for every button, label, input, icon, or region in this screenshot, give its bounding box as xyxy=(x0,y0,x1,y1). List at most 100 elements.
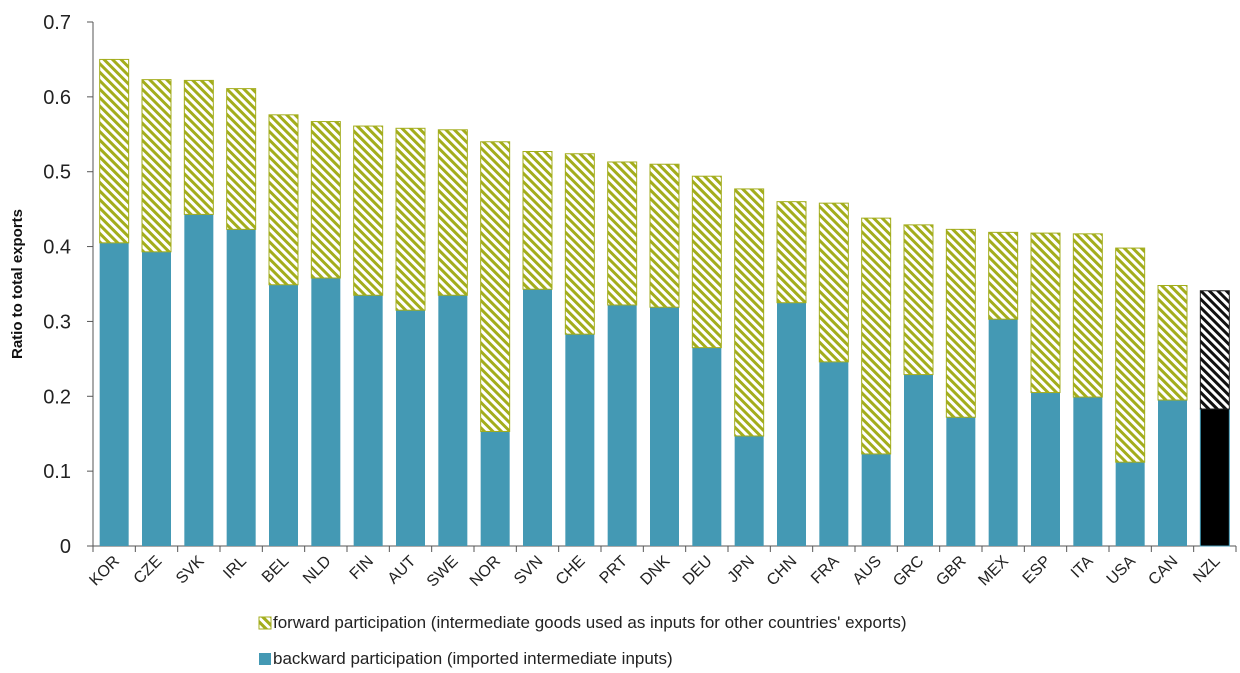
bar-backward-nld xyxy=(311,278,341,546)
bar-forward-nor xyxy=(480,141,511,432)
y-tick-label: 0.2 xyxy=(43,386,71,408)
bar-forward-fra xyxy=(818,202,849,363)
bar-forward-fin xyxy=(353,125,384,296)
x-tick-label-can: CAN xyxy=(1145,553,1181,589)
bar-backward-bel xyxy=(269,284,298,546)
bars xyxy=(99,58,1230,547)
bar-forward-grc xyxy=(903,224,934,376)
bar-backward-dnk xyxy=(650,307,679,546)
bar-backward-fin xyxy=(353,295,383,546)
y-axis-label: Ratio to total exports xyxy=(9,209,26,359)
bar-forward-kor xyxy=(99,58,130,244)
legend: forward participation (intermediate good… xyxy=(258,613,907,668)
x-tick-label-aut: AUT xyxy=(385,553,420,588)
bar-backward-svk xyxy=(184,214,214,546)
bar-forward-che xyxy=(564,153,595,335)
bar-backward-aus xyxy=(861,453,891,546)
bar-forward-gbr xyxy=(945,228,976,418)
bar-forward-chn xyxy=(776,201,807,304)
bar-backward-cze xyxy=(142,251,171,546)
bar-forward-swe xyxy=(437,129,468,296)
legend-label-forward: forward participation (intermediate good… xyxy=(273,613,907,632)
bar-backward-can xyxy=(1158,400,1187,546)
x-tick-label-swe: SWE xyxy=(424,553,462,591)
bar-forward-can xyxy=(1157,284,1188,401)
bar-backward-swe xyxy=(438,295,468,546)
bar-backward-svn xyxy=(523,289,552,546)
x-tick-label-jpn: JPN xyxy=(725,553,758,586)
y-tick-label: 0.7 xyxy=(43,12,71,34)
y-tick-label: 0.3 xyxy=(43,311,71,333)
bar-backward-aut xyxy=(396,310,425,546)
x-tick-label-cze: CZE xyxy=(131,553,166,588)
bar-backward-fra xyxy=(819,361,849,546)
x-tick-label-che: CHE xyxy=(553,553,589,589)
legend-swatch-backward xyxy=(259,653,271,665)
bar-forward-usa xyxy=(1115,247,1146,463)
bar-backward-gbr xyxy=(946,417,976,546)
bar-backward-jpn xyxy=(734,435,764,546)
x-tick-label-prt: PRT xyxy=(597,553,632,588)
x-tick-label-nzl: NZL xyxy=(1190,553,1223,586)
x-tick-label-chn: CHN xyxy=(764,553,801,590)
bar-forward-ita xyxy=(1072,233,1103,398)
x-tick-label-mex: MEX xyxy=(975,553,1012,590)
bar-backward-grc xyxy=(904,374,933,546)
x-tick-label-nld: NLD xyxy=(300,553,335,588)
legend-label-backward: backward participation (imported interme… xyxy=(273,649,673,668)
bar-backward-ita xyxy=(1073,397,1103,546)
x-tick-label-ita: ITA xyxy=(1068,553,1097,582)
bar-forward-prt xyxy=(607,161,638,306)
bar-backward-mex xyxy=(988,319,1018,546)
bar-backward-irl xyxy=(226,229,256,546)
bar-forward-mex xyxy=(988,231,1019,320)
x-tick-label-usa: USA xyxy=(1104,553,1140,589)
bar-forward-nzl xyxy=(1199,290,1230,410)
bar-forward-jpn xyxy=(734,188,765,437)
y-tick-label: 0 xyxy=(60,536,71,558)
x-axis xyxy=(92,545,1237,552)
y-tick-label: 0.1 xyxy=(43,461,71,483)
x-tick-label-deu: DEU xyxy=(680,553,716,589)
bar-backward-chn xyxy=(777,302,806,546)
x-tick-label-aus: AUS xyxy=(850,553,885,588)
x-tick-label-svk: SVK xyxy=(173,553,208,588)
bar-backward-prt xyxy=(607,304,637,546)
bar-forward-svk xyxy=(183,79,214,215)
y-axis: 0 0.1 0.2 0.3 0.4 0.5 0.6 0.7 xyxy=(43,12,94,558)
bar-forward-irl xyxy=(226,88,257,230)
legend-swatch-forward xyxy=(258,616,272,630)
bar-forward-dnk xyxy=(649,163,680,308)
bar-forward-aut xyxy=(395,127,426,311)
x-tick-label-dnk: DNK xyxy=(637,553,673,589)
y-tick-label: 0.4 xyxy=(43,237,71,259)
bar-backward-kor xyxy=(99,242,129,547)
x-tick-label-irl: IRL xyxy=(220,553,250,583)
x-tick-label-fin: FIN xyxy=(347,553,377,583)
bar-forward-aus xyxy=(861,217,892,455)
x-tick-label-bel: BEL xyxy=(259,553,292,586)
bar-forward-svn xyxy=(522,151,553,290)
x-tick-label-fra: FRA xyxy=(808,553,843,588)
x-tick-label-esp: ESP xyxy=(1020,553,1055,588)
x-tick-label-svn: SVN xyxy=(511,553,546,588)
x-tick-label-grc: GRC xyxy=(890,553,927,590)
x-tick-label-nor: NOR xyxy=(467,553,504,590)
bar-forward-cze xyxy=(141,79,172,253)
bar-forward-deu xyxy=(691,175,722,349)
bar-forward-esp xyxy=(1030,232,1061,394)
bar-backward-deu xyxy=(692,347,722,546)
bar-forward-bel xyxy=(268,114,299,286)
x-tick-labels: KOR CZE SVK IRL BEL NLD FIN AUT SWE NOR SVN CHE PRT D… xyxy=(86,553,1223,591)
bar-forward-nld xyxy=(310,121,341,279)
bar-backward-nor xyxy=(480,431,510,546)
x-tick-label-gbr: GBR xyxy=(933,553,970,590)
bar-backward-nzl xyxy=(1199,408,1230,547)
x-tick-label-kor: KOR xyxy=(86,553,123,590)
bar-backward-che xyxy=(565,334,595,546)
bar-backward-usa xyxy=(1115,462,1145,546)
y-tick-label: 0.6 xyxy=(43,87,71,109)
bar-backward-esp xyxy=(1031,392,1060,546)
y-tick-label: 0.5 xyxy=(43,162,71,184)
